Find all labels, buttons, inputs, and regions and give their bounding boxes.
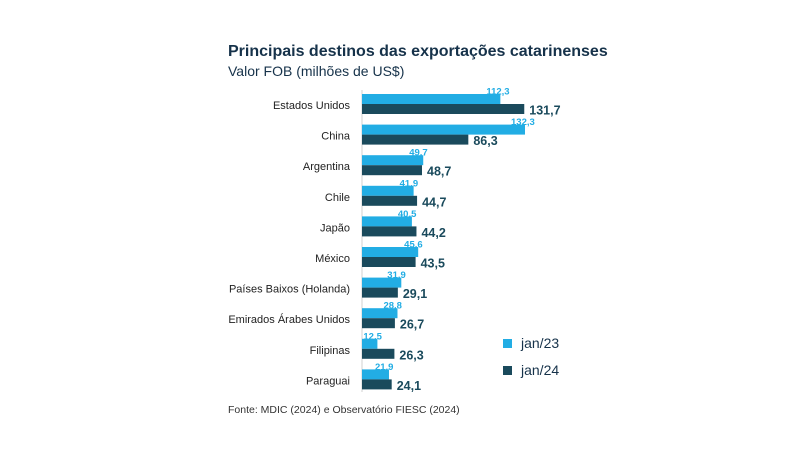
- data-label-jan23: 45,6: [404, 240, 423, 251]
- legend-item-jan24: jan/24: [503, 362, 559, 378]
- data-label-jan23: 132,3: [511, 117, 535, 128]
- bar-jan23: [362, 277, 402, 288]
- bar-jan23: [362, 369, 389, 380]
- bar-jan24: [362, 257, 416, 267]
- data-label-jan24: 86,3: [473, 134, 497, 148]
- data-label-jan23: 21,9: [375, 362, 394, 373]
- data-label-jan23: 40,5: [398, 209, 417, 220]
- bar-jan24: [362, 318, 395, 329]
- bar-jan24: [362, 287, 398, 298]
- category-label: México: [315, 253, 350, 265]
- data-label-jan24: 131,7: [529, 104, 560, 118]
- data-label-jan23: 31,9: [387, 270, 406, 281]
- category-label: Japão: [320, 222, 350, 234]
- data-label-jan24: 44,7: [422, 195, 446, 209]
- data-label-jan24: 24,1: [397, 379, 421, 393]
- category-label: Estados Unidos: [273, 100, 351, 112]
- data-label-jan23: 49,7: [409, 148, 428, 159]
- category-label: Argentina: [303, 161, 351, 173]
- data-label-jan23: 28,8: [383, 301, 402, 312]
- legend-swatch-jan24: [503, 365, 512, 375]
- legend-label-jan24: jan/24: [521, 362, 560, 378]
- category-label: China: [321, 131, 351, 143]
- bar-jan24: [362, 348, 395, 359]
- data-label-jan24: 48,7: [427, 165, 451, 179]
- data-label-jan23: 112,3: [486, 87, 509, 98]
- bar-jan24: [362, 379, 392, 390]
- legend-item-jan23: jan/23: [503, 335, 559, 351]
- bar-jan24: [362, 226, 417, 237]
- data-label-jan24: 26,7: [400, 318, 424, 332]
- data-label-jan23: 12,5: [363, 331, 382, 342]
- bar-jan24: [362, 104, 525, 114]
- category-label: Paraguai: [306, 375, 350, 387]
- bar-jan23: [362, 308, 398, 319]
- bar-jan23: [362, 247, 419, 257]
- category-label: Chile: [325, 192, 350, 204]
- category-label: Emirados Árabes Unidos: [228, 313, 350, 326]
- data-label-jan23: 41,9: [400, 178, 419, 189]
- data-label-jan24: 43,5: [421, 257, 445, 271]
- bar-jan23: [362, 155, 424, 166]
- data-label-jan24: 26,3: [399, 348, 423, 362]
- bar-jan23: [362, 216, 412, 227]
- legend-label-jan23: jan/23: [521, 335, 560, 351]
- data-label-jan24: 29,1: [403, 287, 427, 301]
- chart-title: Principais destinos das exportações cata…: [228, 43, 608, 60]
- source-note: Fonte: MDIC (2024) e Observatório FIESC …: [228, 404, 460, 416]
- bar-jan23: [362, 185, 414, 196]
- chart-subtitle: Valor FOB (milhões de US$): [228, 63, 405, 79]
- bar-jan24: [362, 195, 418, 206]
- bar-jan23: [362, 338, 378, 349]
- category-label: Países Baixos (Holanda): [229, 284, 350, 296]
- bar-jan23: [362, 94, 501, 104]
- bar-jan23: [362, 124, 525, 135]
- bar-jan24: [362, 134, 469, 145]
- data-label-jan24: 44,2: [421, 226, 445, 240]
- category-label: Filipinas: [310, 345, 351, 357]
- legend-swatch-jan23: [503, 338, 512, 348]
- bar-jan24: [362, 165, 423, 176]
